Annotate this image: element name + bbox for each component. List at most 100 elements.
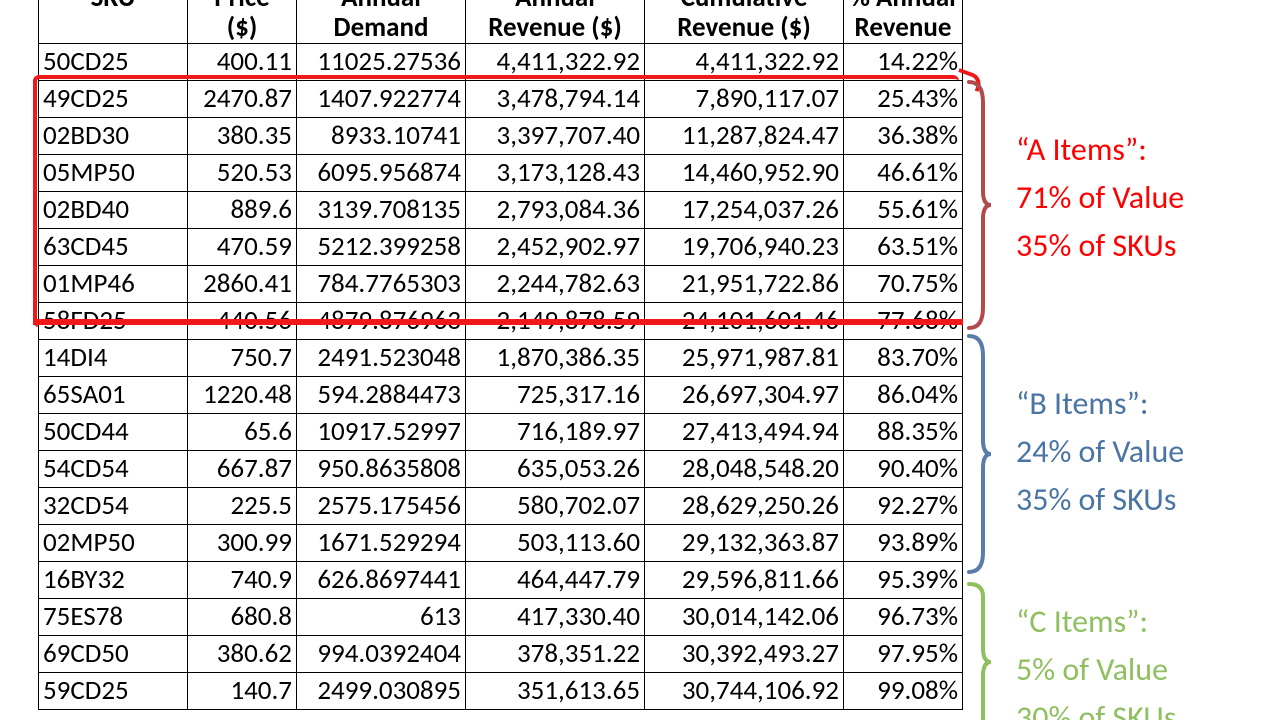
- cell-rev: 3,397,707.40: [466, 118, 645, 155]
- cell-demand: 994.0392404: [297, 636, 466, 673]
- cell-demand: 3139.708135: [297, 192, 466, 229]
- cell-pct: 90.40%: [844, 451, 963, 488]
- table-row: 16BY32740.9626.8697441464,447.7929,596,8…: [39, 562, 963, 599]
- cell-pct: 88.35%: [844, 414, 963, 451]
- col-header-cum: CumulativeRevenue ($): [645, 0, 844, 44]
- cell-pct: 55.61%: [844, 192, 963, 229]
- cell-sku: 49CD25: [39, 81, 188, 118]
- cell-price: 889.6: [188, 192, 297, 229]
- cell-demand: 4879.876963: [297, 303, 466, 340]
- cell-rev: 3,173,128.43: [466, 155, 645, 192]
- brace-b-annotation: “B Items”:24% of Value35% of SKUs: [1016, 380, 1184, 524]
- cell-pct: 92.27%: [844, 488, 963, 525]
- cell-demand: 1407.922774: [297, 81, 466, 118]
- table-header: SKUPrice($)AnnualDemandAnnualRevenue ($)…: [39, 0, 963, 44]
- cell-pct: 70.75%: [844, 266, 963, 303]
- cell-sku: 65SA01: [39, 377, 188, 414]
- cell-demand: 6095.956874: [297, 155, 466, 192]
- cell-sku: 54CD54: [39, 451, 188, 488]
- cell-rev: 503,113.60: [466, 525, 645, 562]
- table-row: 02BD40889.63139.7081352,793,084.3617,254…: [39, 192, 963, 229]
- cell-rev: 3,478,794.14: [466, 81, 645, 118]
- table-row: 75ES78680.8613417,330.4030,014,142.0696.…: [39, 599, 963, 636]
- cell-sku: 59CD25: [39, 673, 188, 710]
- cell-pct: 96.73%: [844, 599, 963, 636]
- abc-analysis-table: SKUPrice($)AnnualDemandAnnualRevenue ($)…: [38, 0, 963, 710]
- cell-demand: 950.8635808: [297, 451, 466, 488]
- brace-a: [965, 80, 999, 330]
- cell-sku: 01MP46: [39, 266, 188, 303]
- cell-cum: 30,392,493.27: [645, 636, 844, 673]
- cell-price: 440.56: [188, 303, 297, 340]
- cell-cum: 21,951,722.86: [645, 266, 844, 303]
- cell-rev: 417,330.40: [466, 599, 645, 636]
- cell-rev: 580,702.07: [466, 488, 645, 525]
- table-row: 63CD45470.595212.3992582,452,902.9719,70…: [39, 229, 963, 266]
- brace-a-annotation-line: “A Items”:: [1016, 126, 1184, 174]
- cell-price: 2470.87: [188, 81, 297, 118]
- cell-rev: 716,189.97: [466, 414, 645, 451]
- cell-pct: 83.70%: [844, 340, 963, 377]
- cell-rev: 2,244,782.63: [466, 266, 645, 303]
- cell-price: 680.8: [188, 599, 297, 636]
- cell-demand: 594.2884473: [297, 377, 466, 414]
- cell-sku: 69CD50: [39, 636, 188, 673]
- cell-price: 1220.48: [188, 377, 297, 414]
- brace-c-annotation-line: “C Items”:: [1016, 598, 1176, 646]
- cell-pct: 93.89%: [844, 525, 963, 562]
- table-row: 02BD30380.358933.107413,397,707.4011,287…: [39, 118, 963, 155]
- cell-rev: 351,613.65: [466, 673, 645, 710]
- cell-sku: 58FD25: [39, 303, 188, 340]
- cell-cum: 17,254,037.26: [645, 192, 844, 229]
- table-row: 50CD4465.610917.52997716,189.9727,413,49…: [39, 414, 963, 451]
- cell-cum: 25,971,987.81: [645, 340, 844, 377]
- table-row: 32CD54225.52575.175456580,702.0728,629,2…: [39, 488, 963, 525]
- stage: { "table": { "columns": [ {"key":"sku","…: [0, 0, 1280, 720]
- cell-rev: 378,351.22: [466, 636, 645, 673]
- cell-demand: 11025.27536: [297, 44, 466, 81]
- cell-sku: 02BD40: [39, 192, 188, 229]
- cell-pct: 14.22%: [844, 44, 963, 81]
- brace-a-annotation: “A Items”:71% of Value35% of SKUs: [1016, 126, 1184, 270]
- cell-rev: 4,411,322.92: [466, 44, 645, 81]
- col-header-price: Price($): [188, 0, 297, 44]
- cell-sku: 50CD44: [39, 414, 188, 451]
- cell-sku: 50CD25: [39, 44, 188, 81]
- cell-cum: 11,287,824.47: [645, 118, 844, 155]
- table-row: 58FD25440.564879.8769632,149,878.5924,10…: [39, 303, 963, 340]
- brace-c-annotation-line: 30% of SKUs: [1016, 694, 1176, 720]
- cell-cum: 30,014,142.06: [645, 599, 844, 636]
- cell-rev: 2,452,902.97: [466, 229, 645, 266]
- cell-demand: 626.8697441: [297, 562, 466, 599]
- brace-a-annotation-line: 35% of SKUs: [1016, 222, 1184, 270]
- cell-cum: 24,101,601.46: [645, 303, 844, 340]
- cell-demand: 613: [297, 599, 466, 636]
- brace-b-annotation-line: 24% of Value: [1016, 428, 1184, 476]
- col-header-pct: % AnnualRevenue: [844, 0, 963, 44]
- cell-demand: 10917.52997: [297, 414, 466, 451]
- cell-price: 380.62: [188, 636, 297, 673]
- table-row: 54CD54667.87950.8635808635,053.2628,048,…: [39, 451, 963, 488]
- cell-pct: 25.43%: [844, 81, 963, 118]
- brace-b-annotation-line: “B Items”:: [1016, 380, 1184, 428]
- cell-sku: 32CD54: [39, 488, 188, 525]
- table-row: 01MP462860.41784.77653032,244,782.6321,9…: [39, 266, 963, 303]
- cell-cum: 14,460,952.90: [645, 155, 844, 192]
- cell-demand: 2575.175456: [297, 488, 466, 525]
- cell-cum: 30,744,106.92: [645, 673, 844, 710]
- table-row: 05MP50520.536095.9568743,173,128.4314,46…: [39, 155, 963, 192]
- cell-price: 740.9: [188, 562, 297, 599]
- cell-price: 300.99: [188, 525, 297, 562]
- cell-demand: 784.7765303: [297, 266, 466, 303]
- cell-price: 140.7: [188, 673, 297, 710]
- cell-price: 225.5: [188, 488, 297, 525]
- cell-cum: 26,697,304.97: [645, 377, 844, 414]
- table-row: 50CD25400.1111025.275364,411,322.924,411…: [39, 44, 963, 81]
- cell-cum: 19,706,940.23: [645, 229, 844, 266]
- table-row: 69CD50380.62994.0392404378,351.2230,392,…: [39, 636, 963, 673]
- cell-pct: 36.38%: [844, 118, 963, 155]
- cell-rev: 2,149,878.59: [466, 303, 645, 340]
- cell-price: 65.6: [188, 414, 297, 451]
- table-row: 14DI4750.72491.5230481,870,386.3525,971,…: [39, 340, 963, 377]
- cell-price: 470.59: [188, 229, 297, 266]
